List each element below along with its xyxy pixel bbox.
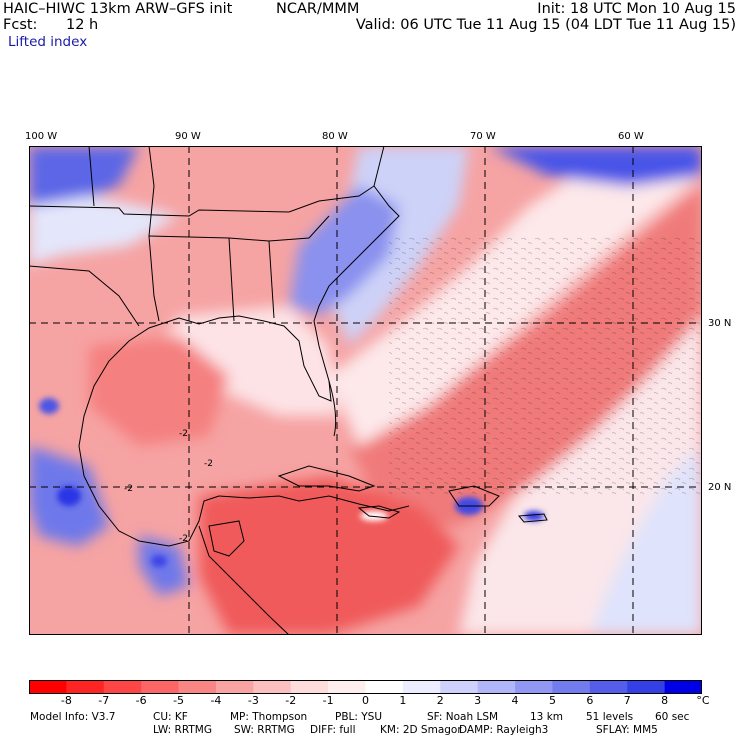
colorbar-tick-label: 3 xyxy=(474,694,482,707)
colorbar-cell xyxy=(515,680,553,694)
ne-positive xyxy=(489,146,702,186)
model-info-item: DAMP: Rayleigh3 xyxy=(459,724,549,736)
lat-label-20n: 20 N xyxy=(708,482,732,493)
colorbar-tick-label: -5 xyxy=(173,694,185,707)
central-america-positive xyxy=(139,536,189,596)
model-info-item: SFLAY: MM5 xyxy=(596,724,658,736)
colorbar-cell xyxy=(29,680,67,694)
colorbar-cell xyxy=(178,680,217,694)
colorbar-cell xyxy=(664,680,702,694)
nw-positive xyxy=(29,146,139,216)
lon-label-80w: 80 W xyxy=(322,131,348,142)
colorbar-tick-label: 5 xyxy=(548,694,556,707)
colorbar-cell xyxy=(141,680,180,694)
colorbar-cell xyxy=(440,680,479,694)
colorbar-tick-label: 4 xyxy=(511,694,519,707)
graticule xyxy=(29,146,702,635)
lifted-index-map: -2 -2 -2 -2 xyxy=(29,146,702,635)
colorbar-tick-label: 0 xyxy=(362,694,369,707)
colorbar-cell xyxy=(328,680,366,694)
model-info-item: KM: 2D Smagor xyxy=(380,724,462,736)
model-title: HAIC–HIWC 13km ARW–GFS init xyxy=(3,1,233,17)
colorbar-unit: °C xyxy=(696,694,710,707)
colorbar-tick-label: -2 xyxy=(285,694,297,707)
colorbar-cell xyxy=(66,680,105,694)
colorbar-tick-label: -4 xyxy=(210,694,222,707)
colorbar-tick-label: 2 xyxy=(436,694,444,707)
model-info-item: CU: KF xyxy=(153,711,188,723)
field-name: Lifted index xyxy=(8,34,88,50)
model-info-item: PBL: YSU xyxy=(335,711,383,723)
lon-label-70w: 70 W xyxy=(470,131,496,142)
lon-label-90w: 90 W xyxy=(175,131,201,142)
contour-label: -2 xyxy=(124,484,133,494)
colorbar-tick-label: -8 xyxy=(60,694,72,707)
contour-label: -2 xyxy=(179,429,188,439)
contour-label: -2 xyxy=(179,534,188,544)
forecast-label: Fcst: xyxy=(3,17,38,33)
nw-neutral xyxy=(29,196,179,266)
colorbar-cell xyxy=(253,680,292,694)
colorbar-cell xyxy=(365,680,404,694)
model-info-item: DIFF: full xyxy=(310,724,356,736)
forecast-hour: 12 h xyxy=(66,17,99,33)
gulf-negative xyxy=(89,336,229,446)
colorbar-cell xyxy=(215,680,254,694)
colorbar-tick-label: 1 xyxy=(399,694,407,707)
colorbar-cell xyxy=(627,680,666,694)
colorbar-tick-label: -6 xyxy=(135,694,147,707)
colorbar-tick-label: 7 xyxy=(623,694,631,707)
model-info-item: SF: Noah LSM xyxy=(427,711,499,723)
model-info-item: 51 levels xyxy=(586,711,634,723)
colorbar-cell xyxy=(589,680,628,694)
colorbar-tick-label: -7 xyxy=(98,694,110,707)
valid-time: Valid: 06 UTC Tue 11 Aug 15 (04 LDT Tue … xyxy=(355,17,736,33)
coastlines xyxy=(29,146,548,635)
model-info-item: 60 sec xyxy=(655,711,690,723)
model-info-item: SW: RRTMG xyxy=(234,724,295,736)
model-info-item: MP: Thompson xyxy=(230,711,308,723)
colorbar-cell xyxy=(477,680,516,694)
lon-label-100w: 100 W xyxy=(25,131,58,142)
colorbar-tick-label: -1 xyxy=(322,694,334,707)
org-label: NCAR/MMM xyxy=(276,1,360,17)
model-info-item: 13 km xyxy=(530,711,564,723)
colorbar-tick-label: -3 xyxy=(247,694,259,707)
model-info-item: Model Info: V3.7 xyxy=(30,711,116,723)
lon-label-60w: 60 W xyxy=(618,131,644,142)
colorbar xyxy=(29,680,702,694)
colorbar-cell xyxy=(402,680,441,694)
colorbar-cell xyxy=(103,680,142,694)
lat-label-30n: 30 N xyxy=(708,318,732,329)
colorbar-tick-label: 6 xyxy=(586,694,594,707)
se-coast-positive xyxy=(289,186,399,316)
colorbar-tick-label: 8 xyxy=(661,694,669,707)
model-info-item: LW: RRTMG xyxy=(153,724,212,736)
init-time: Init: 18 UTC Mon 10 Aug 15 xyxy=(537,1,736,17)
contour-label: -2 xyxy=(204,459,213,469)
colorbar-cell xyxy=(290,680,329,694)
colorbar-cell xyxy=(552,680,591,694)
caribbean-negative xyxy=(199,476,459,635)
